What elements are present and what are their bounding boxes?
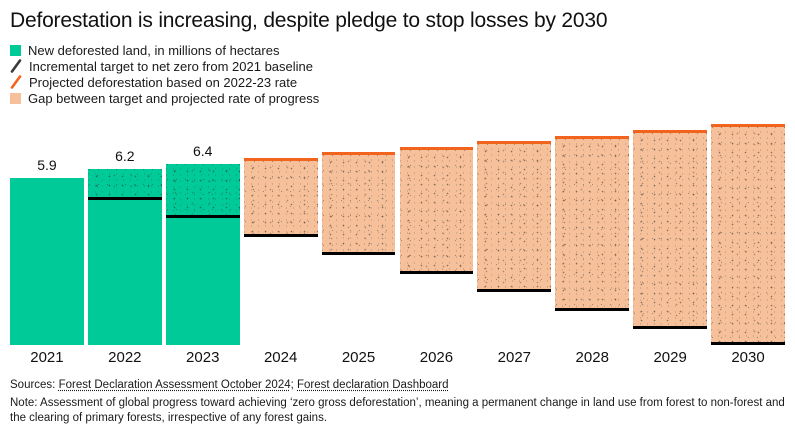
- target-line: [711, 342, 785, 345]
- target-line: [477, 289, 552, 293]
- actual-bar: [10, 177, 84, 345]
- target-line: [321, 252, 396, 256]
- projected-slash-icon: [10, 75, 22, 89]
- legend-item: Gap between target and projected rate of…: [10, 90, 785, 106]
- gap-bar: [711, 124, 785, 342]
- gap-swatch-icon: [10, 92, 21, 104]
- target-line: [165, 215, 240, 219]
- bar-column-2026: [399, 110, 474, 345]
- gap-bar: [243, 158, 318, 234]
- overshoot-region: [165, 163, 240, 216]
- legend-label: Projected deforestation based on 2022-23…: [29, 74, 298, 90]
- plot-area: 5.9 6.2 6.4: [10, 110, 785, 345]
- legend-label: Incremental target to net zero from 2021…: [29, 58, 313, 74]
- legend-item: Projected deforestation based on 2022-23…: [10, 74, 785, 90]
- chart-card: Deforestation is increasing, despite ple…: [10, 8, 785, 426]
- legend: New deforested land, in millions of hect…: [10, 42, 785, 106]
- x-axis-label: 2023: [186, 349, 220, 366]
- bar-column-2024: [243, 110, 318, 345]
- x-axis: 2021 2022 2023 2024 2025 2026 2027 2028 2029 2030: [10, 349, 785, 368]
- bar-column-2022: 6.2: [87, 110, 162, 345]
- x-axis-label: 2029: [653, 349, 687, 366]
- target-line: [399, 270, 474, 274]
- x-axis-label: 2026: [419, 349, 454, 366]
- target-slash-icon: [10, 59, 22, 73]
- x-axis-label: 2024: [263, 349, 298, 366]
- footer: Sources: Forest Declaration Assessment O…: [10, 379, 785, 426]
- note-text: Note: Assessment of global progress towa…: [10, 397, 785, 425]
- legend-item: Incremental target to net zero from 2021…: [10, 58, 785, 74]
- overshoot-region: [87, 169, 162, 197]
- gap-bar: [633, 129, 708, 327]
- x-axis-label: 2028: [575, 349, 609, 366]
- bar-value-label: 6.2: [115, 148, 135, 165]
- x-axis-label: 2022: [108, 349, 142, 366]
- bar-column-2029: [633, 110, 708, 345]
- bar-column-2028: [555, 110, 630, 345]
- legend-label: New deforested land, in millions of hect…: [28, 42, 280, 58]
- bar-column-2025: [321, 110, 396, 345]
- sources-line: Sources: Forest Declaration Assessment O…: [10, 379, 785, 391]
- x-axis-label: 2030: [731, 349, 765, 366]
- sources-prefix: Sources:: [10, 379, 59, 391]
- chart-title: Deforestation is increasing, despite ple…: [10, 9, 608, 32]
- gap-bar: [399, 146, 474, 271]
- bar-column-2021: 5.9: [10, 110, 84, 345]
- bar-column-2030: [711, 110, 785, 345]
- legend-label: Gap between target and projected rate of…: [28, 90, 320, 106]
- target-line: [633, 326, 708, 330]
- legend-item: New deforested land, in millions of hect…: [10, 42, 785, 58]
- target-line: [243, 233, 318, 237]
- x-axis-label: 2025: [341, 349, 376, 366]
- bar-column-2023: 6.4: [165, 110, 240, 345]
- target-line: [87, 196, 162, 200]
- source-link-forest-declaration-dashboard[interactable]: Forest declaration Dashboard: [297, 379, 449, 391]
- target-line: [555, 307, 630, 311]
- x-axis-label: 2027: [497, 349, 532, 366]
- source-link-forest-declaration-assessment[interactable]: Forest Declaration Assessment October 20…: [58, 379, 291, 391]
- x-axis-label: 2021: [30, 349, 64, 366]
- sources-separator: ;: [290, 379, 297, 391]
- new-deforested-swatch-icon: [10, 44, 21, 56]
- bar-value-label: 5.9: [37, 156, 57, 173]
- bar-column-2027: [477, 110, 552, 345]
- gap-bar: [555, 135, 630, 308]
- gap-bar: [477, 141, 552, 290]
- gap-bar: [321, 152, 396, 253]
- bar-value-label: 6.4: [193, 142, 213, 159]
